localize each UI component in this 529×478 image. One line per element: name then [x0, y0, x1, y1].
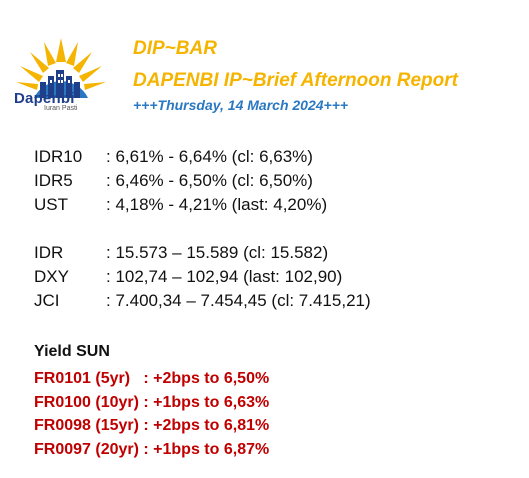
bond-row-ust: UST : 4,18% - 4,21% (last: 4,20%) — [34, 193, 327, 217]
row-label: IDR — [34, 243, 64, 262]
row-label: UST — [34, 195, 68, 214]
row-value: : 6,46% - 6,50% (cl: 6,50%) — [106, 171, 313, 190]
row-label: DXY — [34, 267, 69, 286]
yield-item-fr0098: FR0098 (15yr) : +2bps to 6,81% — [34, 417, 270, 434]
report-header: Dapenbi Iuran Pasti DIP~BAR DAPENBI IP~B… — [0, 0, 529, 130]
markets-block: IDR : 15.573 – 15.589 (cl: 15.582) DXY : 1… — [34, 241, 371, 313]
row-label: IDR10 — [34, 147, 83, 166]
logo-wordmark: Dapenbi — [14, 90, 75, 107]
logo-text: Dapenbi Iuran Pasti — [14, 90, 114, 112]
row-label: IDR5 — [34, 171, 73, 190]
report-subtitle: DAPENBI IP~Brief Afternoon Report — [133, 70, 458, 91]
report-title: DIP~BAR — [133, 38, 217, 59]
market-row-idr: IDR : 15.573 – 15.589 (cl: 15.582) — [34, 241, 371, 265]
logo-tagline: Iuran Pasti — [44, 105, 78, 112]
row-value: : 6,61% - 6,64% (cl: 6,63%) — [106, 147, 313, 166]
market-row-jci: JCI : 7.400,34 – 7.454,45 (cl: 7.415,21) — [34, 289, 371, 313]
yield-item-fr0101: FR0101 (5yr) : +2bps to 6,50% — [34, 370, 270, 387]
yield-item-fr0097: FR0097 (20yr) : +1bps to 6,87% — [34, 440, 270, 458]
row-value: : 102,74 – 102,94 (last: 102,90) — [106, 267, 343, 286]
bond-yields-block: IDR10 : 6,61% - 6,64% (cl: 6,63%) IDR5 : 6… — [34, 145, 327, 217]
bond-row-idr5: IDR5 : 6,46% - 6,50% (cl: 6,50%) — [34, 169, 327, 193]
row-value: : 7.400,34 – 7.454,45 (cl: 7.415,21) — [106, 291, 371, 310]
bond-row-idr10: IDR10 : 6,61% - 6,64% (cl: 6,63%) — [34, 145, 327, 169]
market-row-dxy: DXY : 102,74 – 102,94 (last: 102,90) — [34, 265, 371, 289]
row-label: JCI — [34, 291, 60, 310]
row-value: : 4,18% - 4,21% (last: 4,20%) — [106, 195, 328, 214]
yield-sun-heading: Yield SUN — [34, 343, 110, 360]
row-value: : 15.573 – 15.589 (cl: 15.582) — [106, 243, 329, 262]
yield-sun-list: FR0101 (5yr) : +2bps to 6,50% FR0100 (10… — [34, 367, 269, 461]
report-date: +++Thursday, 14 March 2024+++ — [133, 97, 349, 113]
yield-item-fr0100: FR0100 (10yr) : +1bps to 6,63% — [34, 393, 270, 411]
dapenbi-logo — [16, 38, 106, 98]
